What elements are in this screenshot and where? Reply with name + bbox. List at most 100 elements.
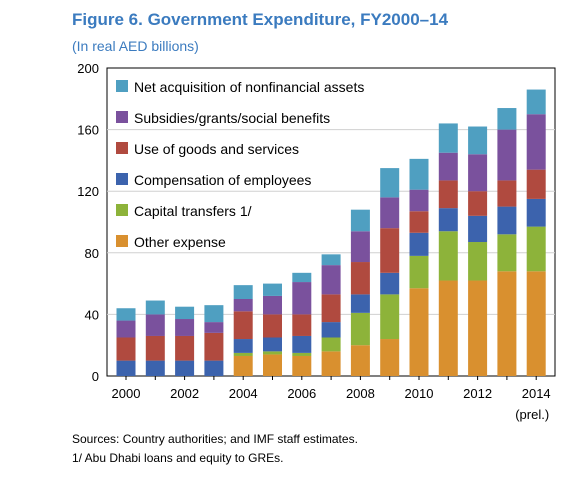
bar-segment	[204, 305, 224, 323]
bar-segment	[233, 339, 253, 353]
bar-segment	[350, 294, 370, 313]
bar-segment	[175, 319, 195, 336]
bar-segment	[233, 285, 253, 299]
bar-segment	[292, 314, 312, 336]
bar-segment	[175, 306, 195, 320]
bar-segment	[145, 300, 165, 315]
bar-segment	[438, 152, 458, 181]
x-tick-label: 2006	[287, 386, 316, 401]
bar-segment	[116, 360, 136, 376]
bar-segment	[380, 228, 400, 273]
bar-segment	[204, 360, 224, 376]
bar-segment	[350, 209, 370, 232]
y-tick-label: 40	[85, 307, 99, 322]
bar-segment	[321, 294, 341, 323]
bar-segment	[204, 332, 224, 361]
bar-segment	[292, 355, 312, 376]
y-tick-label: 0	[92, 369, 99, 384]
x-axis: 2000 2002 2004 2006 2008 2010 2012 2014 (prel.)	[112, 376, 551, 422]
legend-label: Subsidies/grants/social benefits	[134, 110, 330, 126]
bar-segment	[116, 320, 136, 338]
bar-segment	[233, 311, 253, 340]
x-tick-note: (prel.)	[515, 407, 549, 422]
x-tick-label: 2014	[522, 386, 551, 401]
legend-label: Capital transfers 1/	[134, 203, 252, 219]
bar-segment	[497, 234, 517, 272]
bar-segment	[526, 114, 546, 170]
bar-segment	[263, 283, 282, 296]
bar-segment	[438, 180, 458, 209]
bar-segment	[409, 288, 429, 376]
bar-segment	[175, 335, 195, 361]
bars	[116, 89, 546, 376]
bar-segment	[321, 322, 341, 338]
bar-segment	[468, 154, 488, 192]
y-axis: 0 40 80 120 160 200	[77, 61, 99, 384]
bar-segment	[409, 211, 429, 233]
bar-segment	[233, 355, 253, 376]
bar-segment	[292, 352, 312, 356]
bar-segment	[263, 314, 282, 338]
x-tick-label: 2008	[346, 386, 375, 401]
bar-segment	[263, 337, 282, 352]
bar-segment	[468, 242, 488, 281]
legend-swatch	[116, 204, 128, 216]
bar-segment	[497, 108, 517, 130]
bar-segment	[292, 272, 312, 283]
bar-segment	[497, 180, 517, 207]
bar-segment	[292, 335, 312, 353]
legend-swatch	[116, 235, 128, 247]
x-tick-label: 2010	[405, 386, 434, 401]
bar-segment	[497, 206, 517, 235]
chart-title: Figure 6. Government Expenditure, FY2000…	[72, 10, 449, 29]
bar-segment	[468, 215, 488, 243]
y-tick-label: 120	[77, 184, 99, 199]
footnote: 1/ Abu Dhabi loans and equity to GREs.	[72, 451, 284, 465]
bar-segment	[263, 295, 282, 315]
bar-segment	[175, 360, 195, 376]
bar-segment	[468, 126, 488, 155]
x-tick-label: 2004	[229, 386, 258, 401]
bar-segment	[468, 280, 488, 376]
legend: Net acquisition of nonfinancial assets Su…	[116, 79, 364, 250]
bar-segment	[292, 282, 312, 315]
bar-segment	[497, 129, 517, 181]
bar-segment	[321, 351, 341, 376]
bar-segment	[350, 262, 370, 295]
bar-segment	[438, 280, 458, 376]
bar-segment	[380, 339, 400, 376]
legend-label: Net acquisition of nonfinancial assets	[134, 79, 364, 95]
bar-segment	[409, 232, 429, 256]
bar-segment	[409, 158, 429, 190]
bar-segment	[263, 354, 282, 376]
bar-segment	[526, 89, 546, 115]
bar-segment	[409, 255, 429, 289]
bar-segment	[233, 352, 253, 356]
y-tick-label: 200	[77, 61, 99, 76]
bar-segment	[321, 265, 341, 295]
legend-label: Compensation of employees	[134, 172, 311, 188]
bar-segment	[204, 322, 224, 333]
bar-segment	[526, 169, 546, 199]
bar-segment	[321, 254, 341, 266]
y-tick-label: 80	[85, 246, 99, 261]
bar-segment	[380, 168, 400, 198]
y-tick-label: 160	[77, 123, 99, 138]
bar-segment	[233, 299, 253, 312]
x-tick-label: 2002	[170, 386, 199, 401]
x-tick-label: 2012	[463, 386, 492, 401]
bar-segment	[468, 191, 488, 216]
legend-swatch	[116, 173, 128, 185]
bar-segment	[497, 271, 517, 376]
bar-segment	[409, 189, 429, 212]
chart-subtitle: (In real AED billions)	[72, 38, 199, 54]
bar-segment	[116, 308, 136, 321]
bar-segment	[263, 351, 282, 355]
legend-label: Other expense	[134, 234, 226, 250]
bar-segment	[116, 337, 136, 361]
bar-segment	[350, 312, 370, 346]
bar-segment	[380, 294, 400, 340]
bar-segment	[526, 271, 546, 376]
bar-segment	[526, 198, 546, 227]
